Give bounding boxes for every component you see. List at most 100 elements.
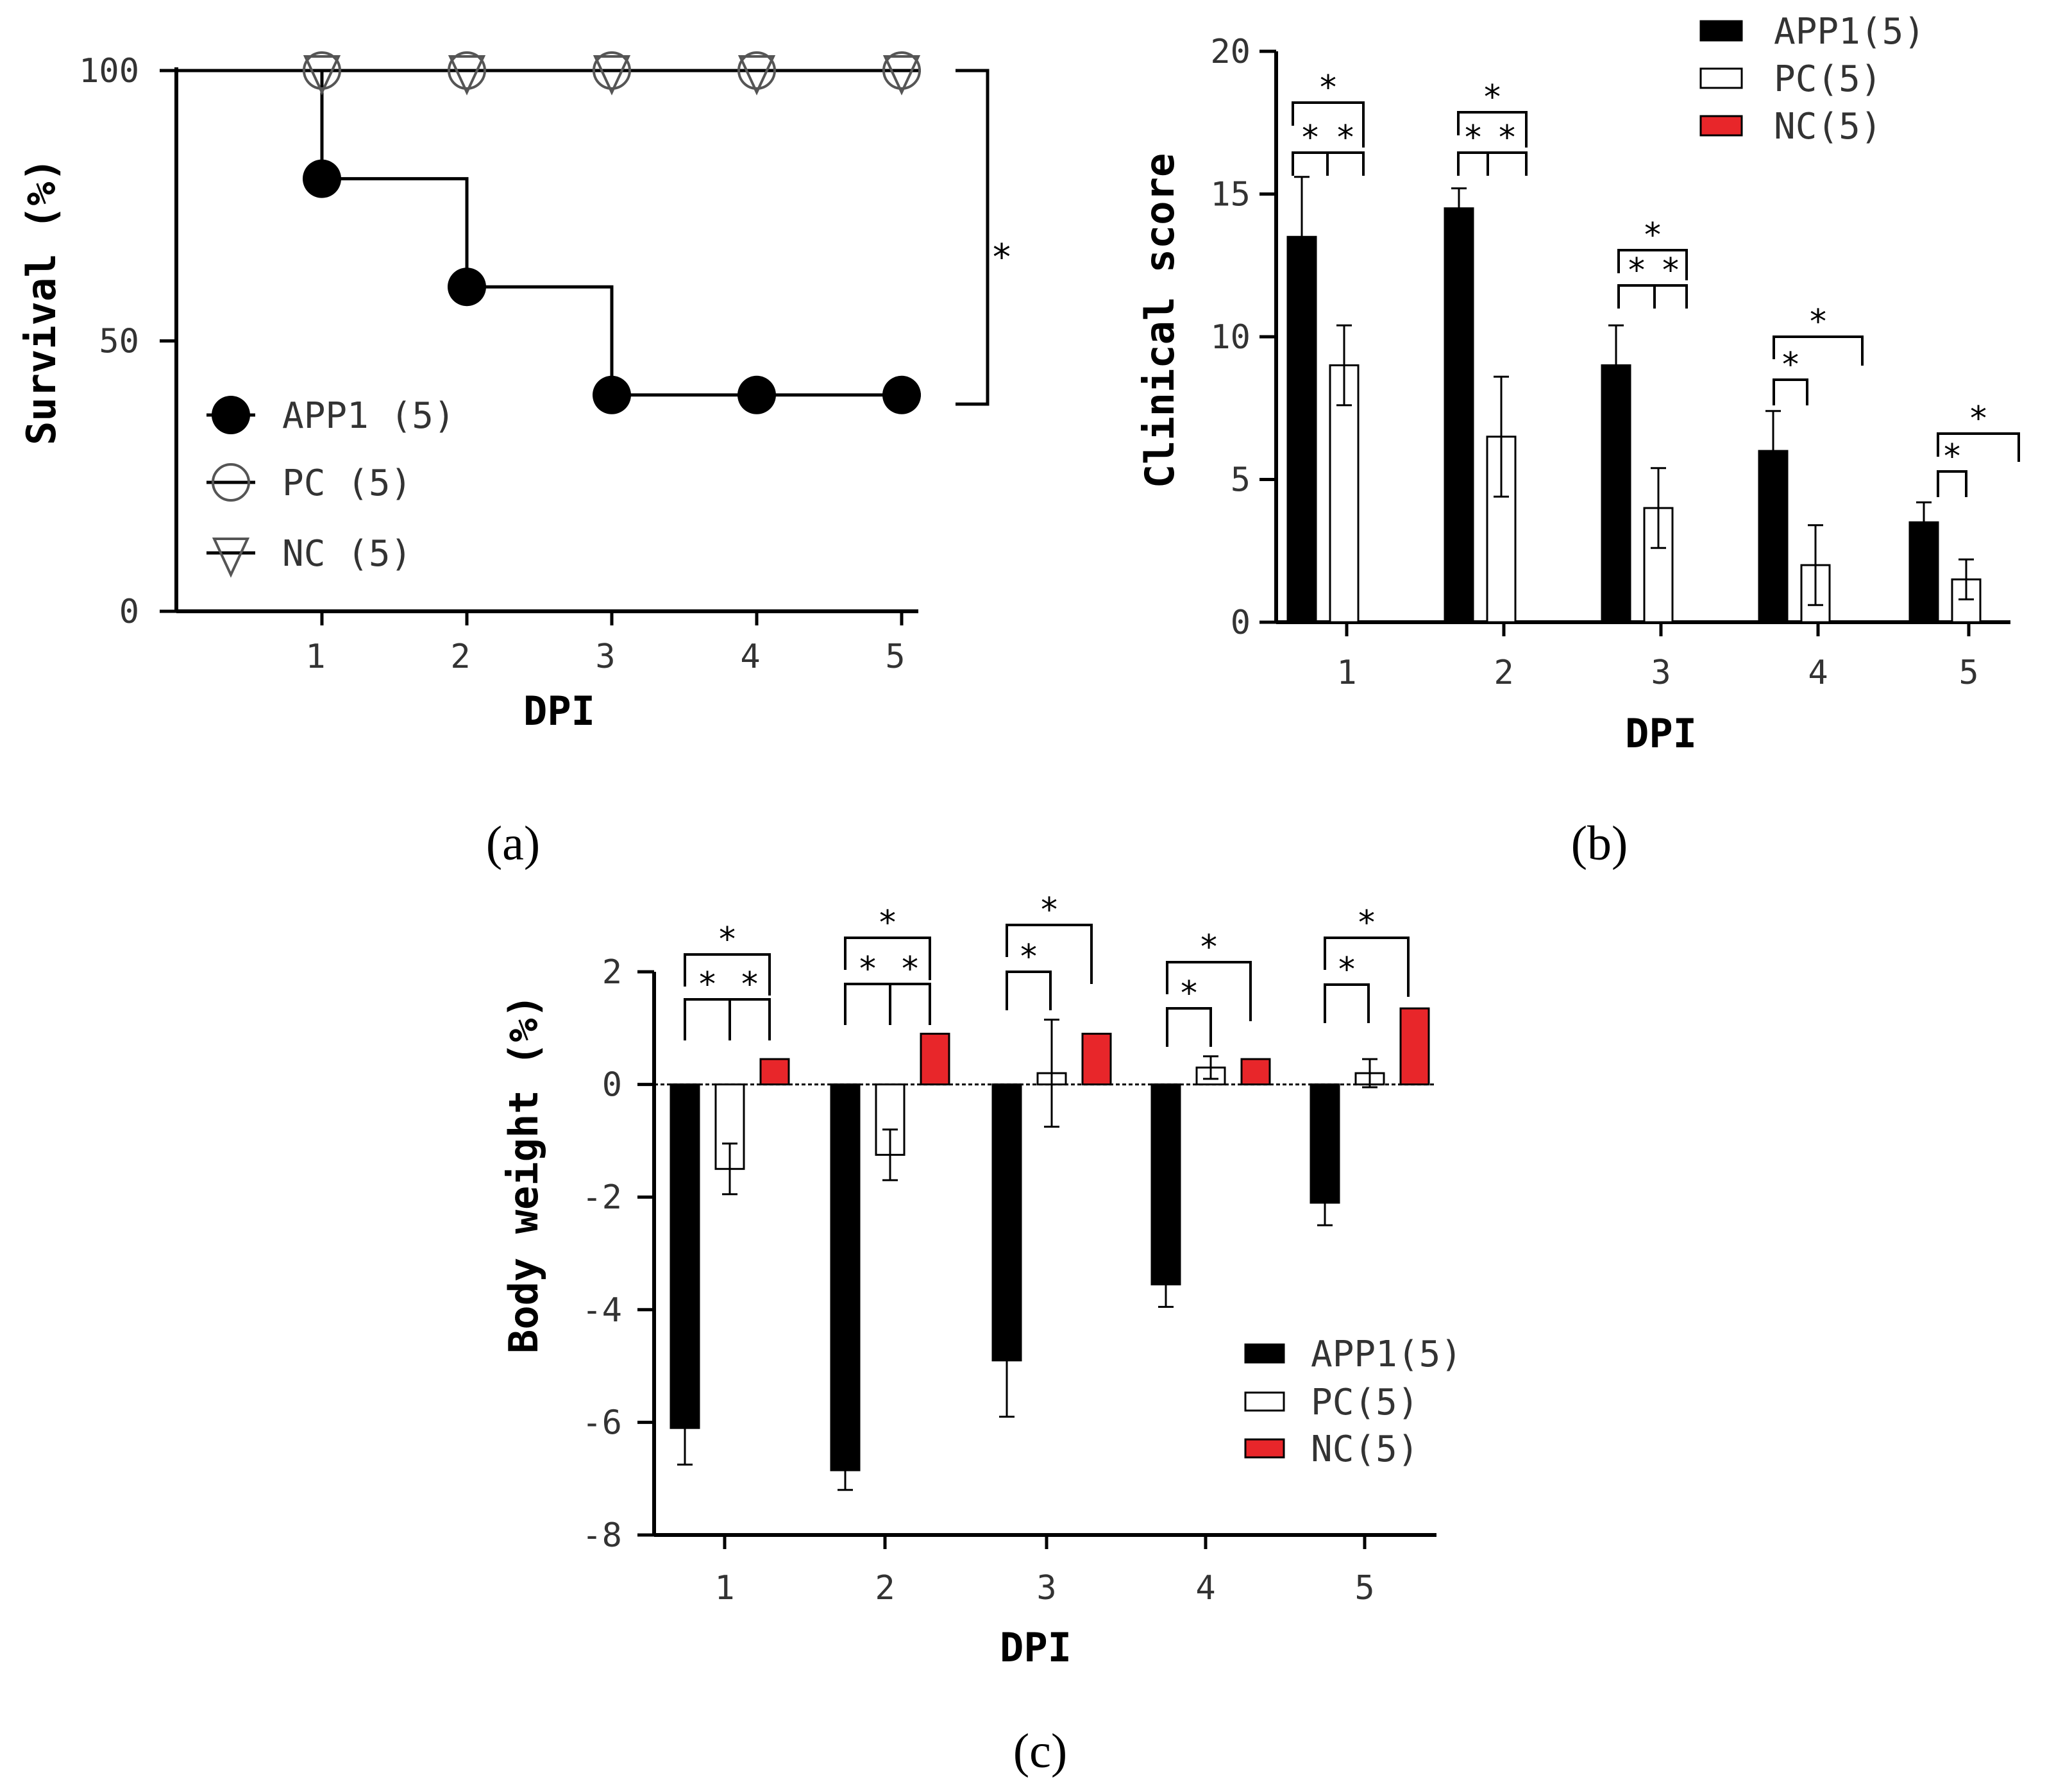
bodyweight-sig-bracket-star: * — [1018, 938, 1038, 976]
bodyweight-sig-bracket — [844, 937, 931, 980]
survival-x-tick-label: 4 — [740, 638, 760, 676]
clinical-sig-bracket-star: * — [1642, 216, 1662, 255]
survival-x-axis-title: DPI — [523, 688, 595, 734]
survival-legend-label: APP1 (5) — [282, 395, 455, 437]
clinical-sig-bracket-star: * — [1968, 400, 1988, 438]
bodyweight-y-tick-label: -8 — [582, 1516, 622, 1555]
clinical-sig-bracket-star: * — [1497, 119, 1517, 157]
survival-marker-nc — [593, 55, 631, 96]
panel-b-label: (b) — [1571, 817, 1628, 870]
bodyweight-y-tick-label: -4 — [582, 1291, 622, 1330]
clinical-sig-bracket-star: * — [1300, 119, 1320, 157]
bodyweight-y-tick-label: -6 — [582, 1403, 622, 1442]
clinical-bar-app1 — [1444, 207, 1474, 623]
bodyweight-sig-bracket-star: * — [1336, 951, 1356, 989]
clinical-legend-label: APP1(5) — [1774, 11, 1925, 53]
survival-marker-pc — [737, 51, 776, 90]
clinical-sig-bracket — [1937, 470, 1967, 497]
bodyweight-bar-nc — [1240, 1058, 1271, 1086]
bodyweight-bar-app1 — [830, 1083, 861, 1471]
clinical-legend-label: NC(5) — [1774, 106, 1882, 148]
panel-a-label: (a) — [486, 817, 540, 870]
clinical-x-tick-label: 1 — [1336, 654, 1356, 692]
bodyweight-x-axis-title: DPI — [1000, 1624, 1072, 1671]
clinical-sig-bracket-star: * — [1660, 251, 1680, 290]
survival-marker-pc — [303, 51, 341, 90]
bodyweight-legend-swatch — [1244, 1391, 1285, 1412]
clinical-y-tick-label: 20 — [1210, 33, 1251, 71]
clinical-sig-bracket-star: * — [1463, 119, 1483, 157]
survival-line-app1 — [320, 71, 921, 397]
bodyweight-sig-bracket — [684, 953, 771, 996]
bodyweight-bar-nc — [1399, 1007, 1430, 1086]
clinical-sig-bracket-star: * — [1318, 69, 1338, 107]
bodyweight-sig-bracket-star: * — [739, 965, 759, 1004]
bodyweight-sig-bracket-star: * — [1179, 974, 1199, 1013]
bodyweight-bar-nc — [759, 1058, 790, 1086]
bodyweight-sig-bracket — [684, 998, 731, 1040]
clinical-x-tick-label: 3 — [1651, 654, 1671, 692]
bodyweight-bar-nc — [920, 1033, 950, 1086]
bodyweight-bar-app1 — [670, 1083, 700, 1429]
survival-marker-app1 — [882, 375, 921, 414]
survival-marker-app1 — [448, 267, 486, 307]
clinical-legend-swatch — [1699, 20, 1743, 42]
survival-marker-nc — [303, 55, 341, 96]
survival-x-tick-label: 3 — [595, 638, 615, 676]
survival-legend-label: PC (5) — [282, 462, 412, 504]
clinical-bar-app1 — [1601, 364, 1631, 623]
survival-x-tick-label: 2 — [450, 638, 470, 676]
clinical-x-tick-label: 2 — [1494, 654, 1513, 692]
bodyweight-x-tick-label: 2 — [875, 1569, 895, 1607]
survival-chart: Survival (%) DPI (a) 0 50 100 1 2 3 4 5 * APP1 … — [18, 51, 1013, 870]
survival-significance-bracket — [956, 69, 990, 406]
bodyweight-sig-bracket-star: * — [857, 950, 877, 988]
clinical-sig-bracket — [1773, 378, 1808, 405]
bodyweight-sig-bracket — [1166, 1007, 1212, 1047]
bodyweight-legend-label: APP1(5) — [1311, 1334, 1462, 1375]
survival-marker-app1 — [737, 375, 776, 414]
survival-y-tick-label: 0 — [119, 593, 139, 631]
bodyweight-bar-app1 — [1150, 1083, 1181, 1285]
bodyweight-sig-bracket-star: * — [717, 920, 737, 959]
bodyweight-y-tick-label: 2 — [602, 953, 622, 992]
bodyweight-sig-bracket — [889, 983, 931, 1025]
clinical-x-axis-title: DPI — [1625, 710, 1697, 757]
bodyweight-sig-bracket — [1006, 971, 1052, 1010]
clinical-y-tick-label: 15 — [1210, 176, 1251, 214]
bodyweight-y-axis-title: Body weight (%) — [500, 994, 547, 1353]
clinical-sig-bracket — [1653, 284, 1688, 309]
clinical-y-tick-label: 0 — [1231, 604, 1251, 642]
clinical-sig-bracket-star: * — [1335, 119, 1355, 157]
survival-legend-marker-app1 — [212, 396, 250, 434]
survival-marker-pc — [593, 51, 631, 90]
survival-legend-marker-nc — [212, 538, 250, 578]
bodyweight-legend-label: PC(5) — [1311, 1382, 1419, 1423]
survival-marker-pc — [448, 51, 486, 90]
bodyweight-sig-bracket-star: * — [877, 904, 897, 942]
bodyweight-x-tick-label: 3 — [1036, 1569, 1056, 1607]
clinical-sig-bracket — [1773, 335, 1864, 366]
clinical-x-tick-label: 5 — [1958, 654, 1978, 692]
clinical-legend-swatch — [1699, 115, 1743, 137]
bodyweight-x-tick-label: 4 — [1195, 1569, 1215, 1607]
bodyweight-sig-bracket-star: * — [1356, 904, 1376, 942]
survival-x-tick-label: 5 — [885, 638, 905, 676]
survival-marker-app1 — [303, 159, 341, 198]
clinical-y-tick-label: 5 — [1231, 461, 1251, 500]
survival-y-tick-label: 100 — [79, 52, 139, 90]
clinical-legend-swatch — [1699, 67, 1743, 89]
clinical-sig-bracket — [1457, 111, 1528, 148]
bodyweight-sig-bracket-star: * — [900, 950, 920, 988]
bodyweight-x-tick-label: 1 — [714, 1569, 734, 1607]
survival-marker-nc — [448, 55, 486, 96]
survival-legend-label: NC (5) — [282, 533, 412, 575]
survival-marker-pc — [882, 51, 921, 90]
bodyweight-legend-label: NC(5) — [1311, 1429, 1419, 1470]
survival-marker-app1 — [593, 375, 631, 414]
bodyweight-legend-swatch — [1244, 1343, 1285, 1364]
bodyweight-sig-bracket-star: * — [1199, 928, 1218, 967]
